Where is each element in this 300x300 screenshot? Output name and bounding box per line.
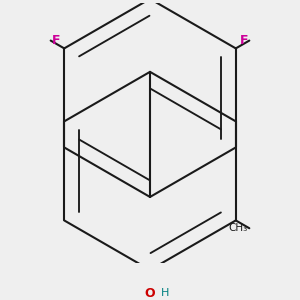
Text: H: H	[161, 288, 169, 298]
Text: F: F	[52, 34, 61, 47]
Text: O: O	[145, 287, 155, 300]
Text: F: F	[239, 34, 248, 47]
Text: CH₃: CH₃	[229, 223, 248, 233]
